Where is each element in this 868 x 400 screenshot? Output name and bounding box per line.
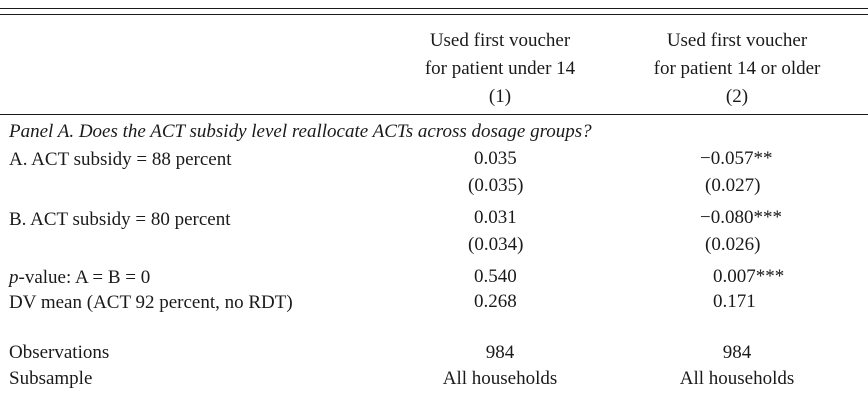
row-pval-col2-coef: 0.007 [713, 266, 756, 287]
col2-header-line1: Used first voucher [666, 30, 808, 51]
row-pval-label-p: p [9, 267, 19, 288]
row-pval-label: p-value: A = B = 0 [9, 268, 150, 287]
row-pval-col1-value: 0.540 [474, 266, 517, 287]
row-pval-col2-stars: *** [755, 266, 785, 287]
row-b-col1-se: (0.034) [468, 234, 524, 255]
row-obs-label: Observations [9, 342, 110, 363]
row-a-col2-stars: ** [753, 148, 773, 169]
row-subsample-label: Subsample [9, 368, 93, 389]
row-subsample-col2-value: All households [679, 368, 795, 389]
col1-number: (1) [488, 86, 512, 107]
row-obs-col2-value: 984 [722, 342, 752, 363]
row-dv-col2-value: 0.171 [713, 291, 756, 312]
row-a-col1-se: (0.035) [468, 175, 524, 196]
row-b-col2-se: (0.026) [705, 234, 761, 255]
header-rule [0, 114, 868, 115]
row-b-col2-stars: *** [753, 207, 782, 228]
row-subsample-col1-value: All households [442, 368, 558, 389]
col1-header-line1: Used first voucher [429, 30, 571, 51]
panel-title: Panel A. Does the ACT subsidy level real… [9, 121, 592, 142]
top-rule-outer [0, 8, 868, 9]
row-a-col1-value: 0.035 [474, 148, 517, 169]
col1-header-line2: for patient under 14 [424, 58, 576, 79]
row-pval-label-rest: -value: A = B = 0 [18, 267, 151, 288]
row-b-col1-value: 0.031 [474, 207, 517, 228]
row-b-label: B. ACT subsidy = 80 percent [9, 209, 231, 230]
row-a-col2-se: (0.027) [705, 175, 761, 196]
row-dv-col1-value: 0.268 [474, 291, 517, 312]
top-rule-inner [0, 14, 868, 15]
row-obs-col1-value: 984 [485, 342, 515, 363]
row-dv-label: DV mean (ACT 92 percent, no RDT) [9, 292, 293, 313]
row-a-label: A. ACT subsidy = 88 percent [9, 149, 232, 170]
col2-header-line2: for patient 14 or older [653, 58, 821, 79]
row-a-col2-value: −0.057** [700, 149, 772, 168]
row-a-col2-coef: −0.057 [700, 148, 754, 169]
row-b-col2-value: −0.080*** [700, 208, 782, 227]
row-pval-col2-value: 0.007*** [713, 267, 784, 286]
row-b-col2-coef: −0.080 [700, 207, 754, 228]
col2-number: (2) [725, 86, 749, 107]
